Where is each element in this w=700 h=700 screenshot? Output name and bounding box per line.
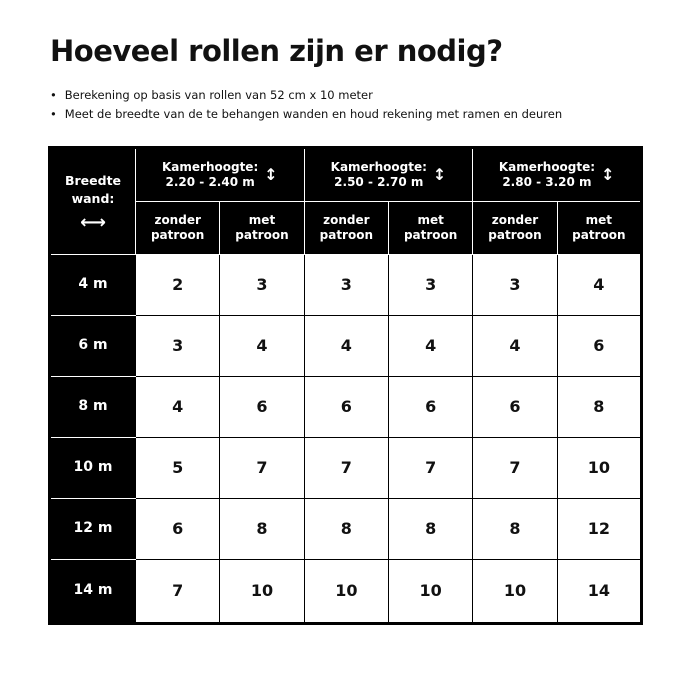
vertical-double-arrow-icon: ↕ <box>432 165 447 184</box>
corner-line2: wand: <box>71 190 115 206</box>
roll-count: 7 <box>472 436 558 499</box>
pattern-header: met patroon <box>387 201 474 255</box>
pattern-line2: patroon <box>319 228 373 242</box>
group-range: 2.50 - 2.70 m <box>334 175 424 189</box>
corner-header: Breedte wand: ⟷ <box>49 147 136 255</box>
roll-count: 10 <box>556 436 643 499</box>
info-list: Berekening op basis van rollen van 52 cm… <box>50 86 562 124</box>
roll-count: 7 <box>134 558 221 625</box>
pattern-line2: patroon <box>150 228 205 242</box>
vertical-double-arrow-icon: ↕ <box>264 165 278 184</box>
pattern-header: zonder patroon <box>472 201 558 255</box>
group-label: Kamerhoogte: <box>330 160 427 174</box>
wall-width: 6 m <box>49 314 136 377</box>
bullet: Meet de breedte van de te behangen wande… <box>50 105 562 124</box>
height-group-header: Kamerhoogte: 2.80 - 3.20 m ↕ <box>472 147 642 202</box>
horizontal-double-arrow-icon: ⟷ <box>80 211 106 233</box>
roll-count: 10 <box>219 558 305 625</box>
rolls-table: Breedte wand: ⟷ Kamerhoogte: 2.20 - 2.40 … <box>48 146 643 625</box>
bullet: Berekening op basis van rollen van 52 cm… <box>50 86 562 105</box>
roll-count: 7 <box>387 436 474 499</box>
pattern-line1: met <box>248 213 276 227</box>
roll-count: 6 <box>472 375 558 438</box>
roll-count: 10 <box>387 558 474 625</box>
group-label: Kamerhoogte: <box>498 160 596 174</box>
roll-count: 4 <box>219 314 305 377</box>
pattern-line1: zonder <box>323 213 370 227</box>
height-group-header: Kamerhoogte: 2.20 - 2.40 m ↕ <box>135 147 305 202</box>
table-row: 14 m 7 10 10 10 10 14 <box>49 558 643 625</box>
pattern-header: met patroon <box>219 201 305 255</box>
vertical-double-arrow-icon: ↕ <box>601 165 615 184</box>
page-title: Hoeveel rollen zijn er nodig? <box>50 34 503 68</box>
roll-count: 10 <box>472 558 558 625</box>
roll-count: 8 <box>556 375 643 438</box>
corner-line1: Breedte <box>64 172 122 188</box>
pattern-line1: met <box>585 213 613 227</box>
pattern-line1: met <box>417 213 444 227</box>
roll-count: 3 <box>219 254 305 316</box>
roll-count: 4 <box>387 314 474 377</box>
pattern-header: zonder patroon <box>134 201 221 255</box>
roll-count: 7 <box>219 436 305 499</box>
roll-count: 6 <box>303 375 389 438</box>
roll-count: 4 <box>303 314 389 377</box>
wall-width: 14 m <box>49 558 136 625</box>
roll-count: 7 <box>303 436 389 499</box>
roll-count: 14 <box>556 558 643 625</box>
roll-count: 6 <box>387 375 474 438</box>
roll-count: 3 <box>303 254 389 316</box>
roll-count: 4 <box>134 375 221 438</box>
roll-count: 6 <box>219 375 305 438</box>
group-label: Kamerhoogte: <box>161 160 259 174</box>
table-row: 12 m 6 8 8 8 8 12 <box>49 497 643 560</box>
wall-width: 10 m <box>49 436 136 499</box>
roll-count: 5 <box>134 436 221 499</box>
table-row: 10 m 5 7 7 7 7 10 <box>49 436 643 499</box>
pattern-line1: zonder <box>491 213 539 227</box>
roll-count: 3 <box>472 254 558 316</box>
roll-count: 12 <box>556 497 643 560</box>
pattern-header: zonder patroon <box>303 201 389 255</box>
roll-count: 8 <box>303 497 389 560</box>
wall-width: 12 m <box>49 497 136 560</box>
pattern-header: met patroon <box>556 201 643 255</box>
roll-count: 6 <box>134 497 221 560</box>
group-range: 2.80 - 3.20 m <box>502 175 592 189</box>
roll-count: 6 <box>556 314 643 377</box>
roll-count: 3 <box>387 254 474 316</box>
roll-count: 4 <box>472 314 558 377</box>
pattern-line1: zonder <box>154 213 201 227</box>
wall-width: 4 m <box>49 254 136 316</box>
pattern-line2: patroon <box>488 228 542 242</box>
roll-count: 4 <box>556 254 643 316</box>
roll-count: 8 <box>472 497 558 560</box>
roll-count: 2 <box>134 254 221 316</box>
roll-count: 8 <box>219 497 305 560</box>
wall-width: 8 m <box>49 375 136 438</box>
pattern-line2: patroon <box>403 228 458 242</box>
roll-count: 3 <box>134 314 221 377</box>
pattern-line2: patroon <box>572 228 626 242</box>
roll-count: 8 <box>387 497 474 560</box>
height-group-header: Kamerhoogte: 2.50 - 2.70 m ↕ <box>303 147 474 202</box>
group-range: 2.20 - 2.40 m <box>165 175 255 189</box>
roll-count: 10 <box>303 558 389 625</box>
pattern-line2: patroon <box>235 228 289 242</box>
